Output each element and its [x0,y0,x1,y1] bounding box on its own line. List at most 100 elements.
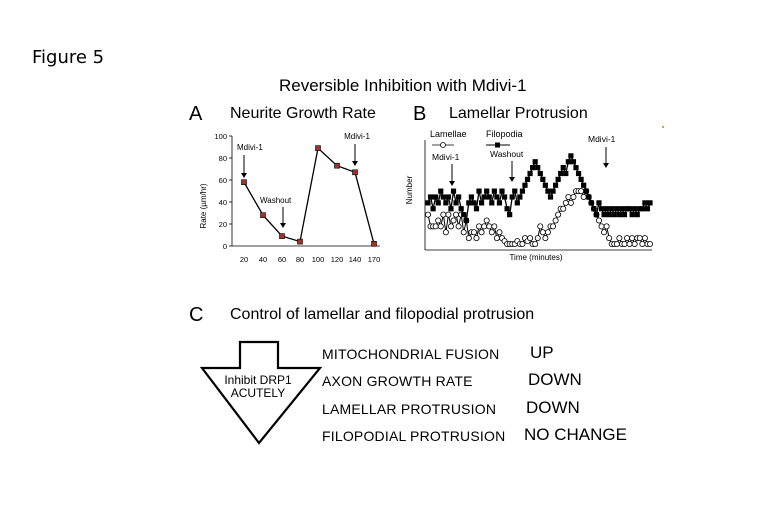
chart-b-lamellae-point [478,229,485,236]
annotation-arrowhead-icon [241,173,247,178]
chart-b-annotation: Mdivi-1 [588,134,616,144]
chart-b-lamellae-point [455,223,462,230]
chart-a-xtick-label: 60 [278,255,286,264]
row-label-axon: AXON GROWTH RATE [322,373,473,389]
chart-b-filopodia-point [586,194,592,200]
chart-b-annotation: Mdivi-1 [432,152,460,162]
annotation-arrowhead-icon [352,161,358,166]
panel-b-letter: B [413,103,427,125]
chart-b-filopodia-point [616,212,622,218]
chart-b-filopodia-point [443,200,449,206]
chart-b-filopodia-point [593,212,600,218]
chart-b-filopodia-point [519,188,526,194]
chart-b-lamellae-point [567,199,574,206]
chart-b-filopodia-point [647,200,653,206]
figure-title: Reversible Inhibition with Mdivi-1 [279,76,527,95]
chart-b-filopodia-point [530,165,536,171]
chart-b-filopodia-point [611,212,617,218]
chart-b-filopodia-point [555,176,561,182]
chart-b-filopodia-point [578,176,584,182]
annotation-arrowhead-icon [449,181,455,186]
chart-b-lamellae-point [636,235,643,242]
chart-b-filopodia-point [476,188,482,194]
chart-b-lamellae-point [544,229,551,236]
chart-a-annotation: Mdivi-1 [344,132,370,141]
chart-b-lamellae-point [616,235,623,242]
chart-b-filopodia-point [517,194,523,200]
chart-b-filopodia-point [494,194,500,200]
chart-b-filopodia-point [588,200,594,206]
chart-b-filopodia-point [496,200,503,206]
chart-a-ytick-label: 60 [219,176,227,185]
chart-b-lamellae-point [555,211,562,218]
chart-a-point [334,162,340,169]
chart-a-xtick-label: 140 [349,255,362,264]
chart-b-filopodia-point [501,194,508,200]
chart-b-lamellae-point [629,235,636,242]
chart-b-filopodia-point [591,206,597,212]
chart-b-filopodia-point [450,188,457,194]
chart-b-lamellae-point [481,223,488,230]
chart-a-xtick-label: 20 [240,255,248,264]
chart-b-filopodia-point [642,200,648,206]
chart-b-filopodia-point [598,206,605,212]
chart-b-lamellae-point [465,235,472,242]
chart-b-annotation: Washout [490,149,524,159]
chart-b-filopodia-point [560,165,566,171]
chart-a-annotation: Washout [260,196,292,205]
chart-b-filopodia-point [545,188,551,194]
annotation-arrowhead-icon [280,223,286,228]
chart-b-filopodia-point [484,188,490,194]
chart-a-ytick-label: 100 [214,132,227,141]
chart-b-filopodia-point [463,217,469,224]
chart-b-filopodia-point [601,212,607,218]
chart-b-filopodia-point [433,194,439,200]
chart-a-point [315,145,321,151]
chart-b-lamellae-point [641,235,648,242]
chart-a-point [241,179,247,185]
annotation-arrowhead-icon [509,177,515,182]
row-value-axon: DOWN [528,370,582,389]
chart-b-lamellae-point [453,211,460,218]
chart-b-filopodia-point [583,188,589,194]
chart-b-axes [424,140,652,251]
chart-b-filopodia-point [489,200,495,206]
chart-b-filopodia-point [568,153,574,159]
chart-b-lamellae-point [534,235,541,242]
chart-b-filopodia-point [626,206,633,212]
row-value-fusion: UP [530,343,554,362]
chart-b-lamellae-point [626,240,633,247]
chart-b-lamellae-point [562,199,569,206]
chart-b-lamellae-point [539,229,546,236]
chart-a-point [352,169,358,176]
chart-b-filopodia-point [427,194,434,200]
legend-filled-square-icon [495,142,500,148]
legend-lamellae-label: Lamellae [430,129,467,139]
chart-a-annotation: Mdivi-1 [237,143,263,152]
figure-label: Figure 5 [32,47,105,68]
down-arrow-icon [200,340,323,445]
chart-b-lamellae-point [483,217,490,224]
chart-b-filopodia-points [425,153,653,224]
chart-b-lamellae-point [570,193,577,200]
neurite-growth-chart: 0 20 40 60 80 100 20 40 60 80 100 120 140 170 Mdivi-1… [199,132,380,264]
chart-a-ytick-label: 80 [219,154,227,163]
chart-b-lamellae-point [476,223,483,230]
chart-b-filopodia-point [540,176,546,182]
chart-b-lamellae-point [493,235,500,242]
annotation-arrowhead-icon [603,163,609,168]
chart-a-ytick-label: 40 [219,198,227,207]
chart-b-filopodia-point [563,170,569,177]
chart-b-lamellae-point [488,229,495,236]
chart-b-filopodia-point [514,200,520,206]
chart-b-filopodia-point [575,170,582,177]
chart-b-filopodia-point [532,159,538,165]
chart-b-filopodia-point [512,188,518,194]
chart-b-lamellae-point [450,217,457,224]
chart-b-legend: Lamellae Filopodia [430,129,523,148]
chart-b-filopodia-point [581,182,587,188]
chart-b-lamellae-point [606,235,613,242]
chart-b-filopodia-point [522,182,528,188]
chart-b-annotations: Mdivi-1 Washout Mdivi-1 [432,134,616,186]
chart-b-lamellae-point [613,240,620,247]
